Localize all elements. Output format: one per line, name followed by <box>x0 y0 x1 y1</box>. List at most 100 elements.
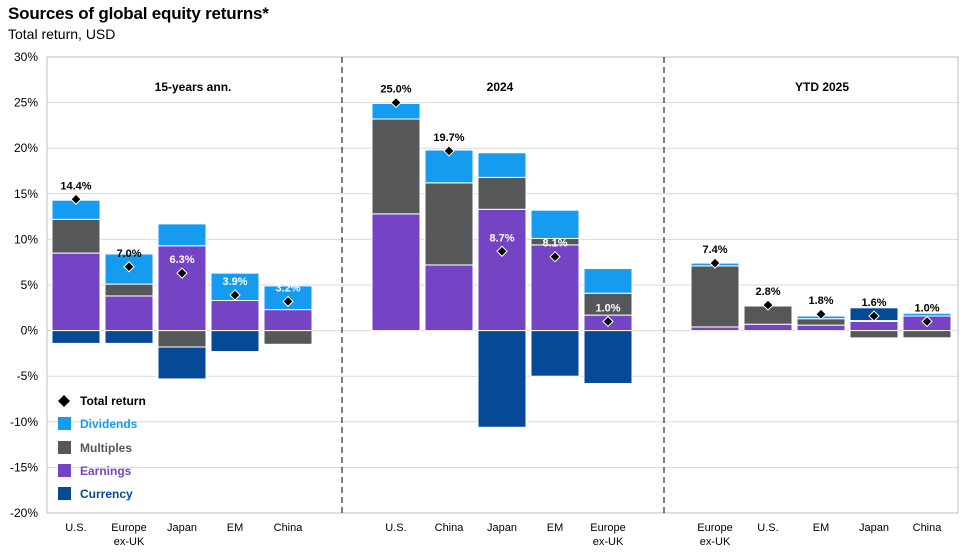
data-label: 7.0% <box>116 248 141 260</box>
legend-swatch-currency <box>58 487 71 500</box>
bar-segment-earnings <box>51 252 101 332</box>
data-label: 8.7% <box>489 232 514 244</box>
bar-segment-multiples <box>157 330 207 348</box>
data-label: 1.8% <box>808 295 833 307</box>
data-label: 3.2% <box>275 282 300 294</box>
x-tick-label: U.S. <box>65 522 86 534</box>
x-tick-label: ex-UK <box>700 536 731 548</box>
total-return-marker <box>815 308 827 320</box>
x-tick-label: China <box>274 522 304 534</box>
y-tick-label: 10% <box>14 232 38 246</box>
bar-segment-earnings <box>210 300 260 332</box>
bar-segment-earnings <box>263 309 313 332</box>
bar-segment-earnings <box>690 326 740 332</box>
bar-segment-multiples <box>371 118 421 215</box>
data-label: 1.0% <box>595 302 620 314</box>
group-label: 2024 <box>487 80 514 94</box>
data-label: 8.1% <box>542 238 567 250</box>
bar-segment-earnings <box>849 320 899 332</box>
y-tick-label: 0% <box>21 324 39 338</box>
bar-segment-currency <box>210 330 260 353</box>
x-tick-label: Japan <box>859 522 889 534</box>
legend-swatch-earnings <box>58 464 71 477</box>
data-label: 7.4% <box>702 244 727 256</box>
total-return-marker <box>443 145 455 157</box>
legend-label-multiples: Multiples <box>80 441 132 455</box>
total-return-marker <box>868 310 880 322</box>
x-tick-label: Japan <box>167 522 197 534</box>
x-tick-label: EM <box>547 522 564 534</box>
x-tick-label: U.S. <box>757 522 778 534</box>
legend-swatch-multiples <box>58 441 71 454</box>
bar-segment-dividends <box>157 223 207 247</box>
y-tick-label: 5% <box>21 278 39 292</box>
x-tick-label: China <box>913 522 943 534</box>
bar-segment-earnings <box>796 324 846 332</box>
bar-segment-dividends <box>530 209 580 239</box>
total-return-marker <box>229 289 241 301</box>
legend-label-currency: Currency <box>80 487 133 501</box>
x-tick-label: China <box>435 522 465 534</box>
x-tick-label: Japan <box>487 522 517 534</box>
x-tick-label: U.S. <box>385 522 406 534</box>
bar-segment-dividends <box>477 152 527 178</box>
bar-segment-earnings <box>371 213 421 332</box>
data-label: 1.0% <box>914 302 939 314</box>
bar-segment-currency <box>583 330 633 384</box>
x-tick-label: Europe <box>590 522 625 534</box>
legend-marker-total <box>58 395 70 407</box>
y-tick-label: 30% <box>14 50 38 64</box>
bar-segment-multiples <box>104 283 154 297</box>
total-return-marker <box>496 245 508 257</box>
total-return-marker <box>282 295 294 308</box>
y-tick-label: 25% <box>14 96 38 110</box>
x-tick-label: EM <box>227 522 244 534</box>
data-label: 14.4% <box>60 180 91 192</box>
total-return-marker <box>123 261 135 273</box>
x-tick-label: ex-UK <box>593 536 624 548</box>
total-return-marker <box>762 299 774 311</box>
chart-subtitle: Total return, USD <box>8 26 116 42</box>
total-return-marker <box>921 315 933 328</box>
y-tick-label: -5% <box>17 369 39 383</box>
y-tick-label: 20% <box>14 141 38 155</box>
y-tick-label: -15% <box>10 460 38 474</box>
chart-title: Sources of global equity returns* <box>8 4 269 23</box>
bar-segment-multiples <box>51 218 101 254</box>
bar-segment-currency <box>104 330 154 344</box>
bar-segment-multiples <box>849 330 899 339</box>
total-return-marker <box>176 267 188 279</box>
group-label: YTD 2025 <box>795 80 849 94</box>
bar-segment-currency <box>902 337 952 340</box>
bar-segment-earnings <box>477 208 527 332</box>
x-tick-label: Europe <box>111 522 146 534</box>
bar-segment-multiples <box>902 330 952 339</box>
data-label: 19.7% <box>433 132 464 144</box>
legend-label-total: Total return <box>80 394 146 408</box>
bar-segment-earnings <box>424 264 474 332</box>
total-return-marker <box>390 96 402 109</box>
x-tick-label: Europe <box>697 522 732 534</box>
data-label: 6.3% <box>169 254 194 266</box>
bar-segment-multiples <box>477 176 527 210</box>
data-label: 2.8% <box>755 286 780 298</box>
y-tick-label: 15% <box>14 187 38 201</box>
bar-segment-multiples <box>263 330 313 345</box>
total-return-marker <box>549 251 561 263</box>
y-tick-label: -20% <box>10 506 38 520</box>
data-label: 25.0% <box>380 84 411 96</box>
total-return-marker <box>602 315 614 328</box>
legend-swatch-dividends <box>58 417 71 430</box>
legend-label-dividends: Dividends <box>80 417 138 431</box>
bar-segment-earnings <box>743 323 793 332</box>
x-tick-label: ex-UK <box>114 536 145 548</box>
data-label: 3.9% <box>222 276 247 288</box>
bar-segment-multiples <box>690 265 740 328</box>
bar-segment-currency <box>477 330 527 428</box>
bar-segment-earnings <box>104 295 154 332</box>
y-tick-label: -10% <box>10 415 38 429</box>
bar-segment-multiples <box>424 182 474 266</box>
group-label: 15-years ann. <box>155 80 232 94</box>
data-label: 1.6% <box>861 297 886 309</box>
